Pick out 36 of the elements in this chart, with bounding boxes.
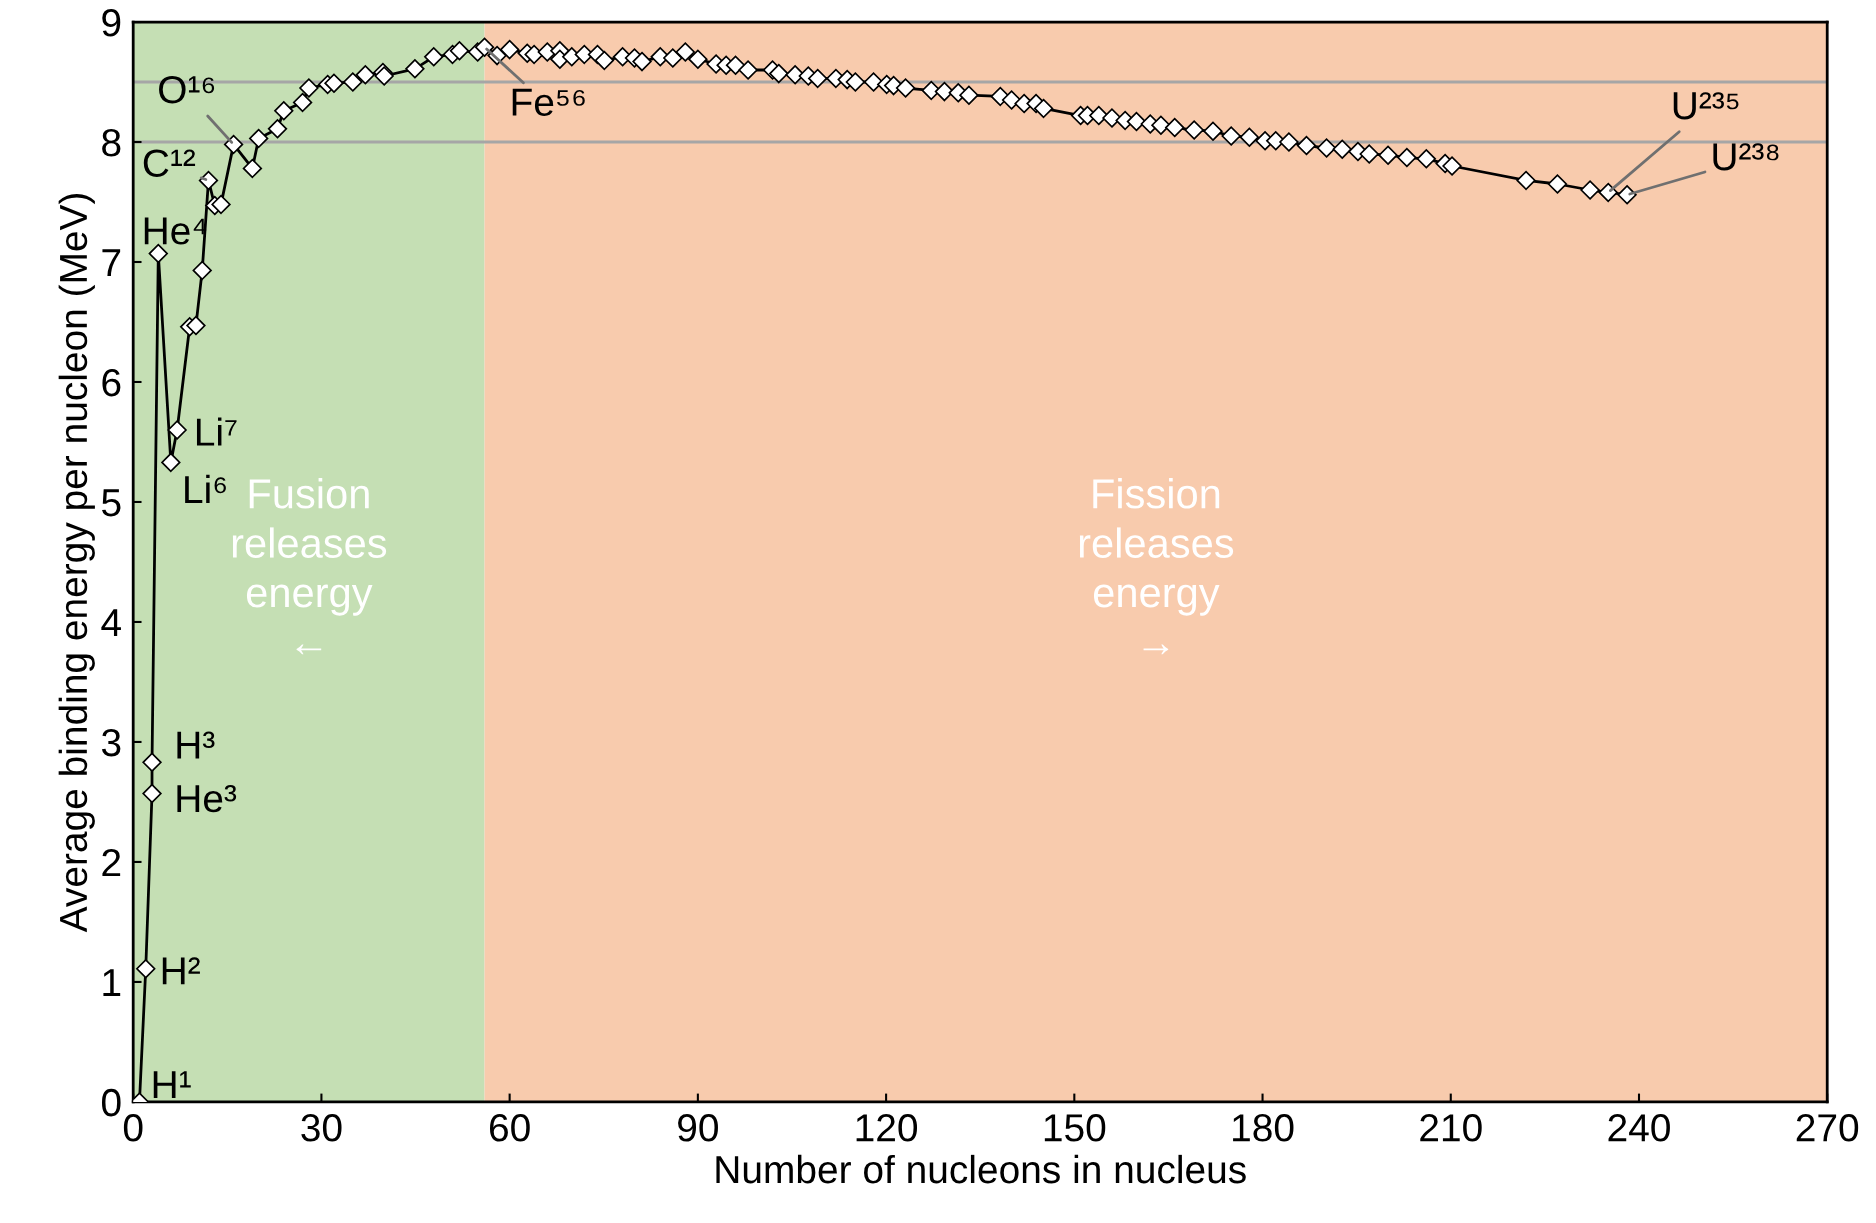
x-tick-label: 240	[1608, 1114, 1670, 1142]
x-axis-title: Number of nucleons in nucleus	[716, 1154, 1246, 1184]
y-tick-label: 8	[102, 128, 121, 157]
y-axis-title: Average binding energy per nucleon (MeV)	[58, 193, 95, 933]
y-tick-label: 4	[101, 609, 121, 637]
y-tick-label: 5	[102, 489, 121, 517]
annotation: He⁴	[144, 217, 207, 245]
x-tick-label: 210	[1420, 1114, 1482, 1142]
annotation: H³	[177, 731, 215, 759]
y-tick-label: 2	[102, 848, 121, 877]
band-label: Fusion releases energy ←	[232, 477, 387, 655]
annotation: O¹⁶	[159, 75, 215, 104]
x-tick-label: 0	[123, 1114, 143, 1142]
annotation: He³	[177, 784, 237, 813]
y-tick-label: 0	[101, 1088, 121, 1117]
x-tick-label: 90	[678, 1114, 718, 1142]
band-label: Fission releases energy →	[1079, 477, 1234, 655]
annotation: H²	[162, 957, 200, 985]
annotation: H¹	[153, 1071, 191, 1099]
annotation: Li⁷	[196, 417, 237, 446]
x-tick-label: 30	[301, 1114, 342, 1142]
y-tick-label: 9	[102, 8, 121, 37]
x-tick-label: 60	[490, 1114, 530, 1142]
x-tick-label: 120	[856, 1114, 918, 1142]
y-tick-label: 3	[101, 728, 121, 757]
annotation: U²³⁵	[1673, 92, 1739, 120]
y-tick-label: 7	[102, 249, 121, 277]
annotation: Li⁶	[185, 474, 226, 503]
x-tick-label: 270	[1796, 1114, 1859, 1142]
y-tick-label: 1	[103, 969, 121, 997]
y-tick-label: 6	[102, 368, 121, 397]
annotation: Fe⁵⁶	[512, 88, 585, 116]
x-tick-label: 180	[1233, 1114, 1294, 1142]
annotation: U²³⁸	[1713, 143, 1779, 171]
annotation: C¹²	[143, 149, 196, 177]
x-tick-label: 150	[1044, 1114, 1106, 1142]
